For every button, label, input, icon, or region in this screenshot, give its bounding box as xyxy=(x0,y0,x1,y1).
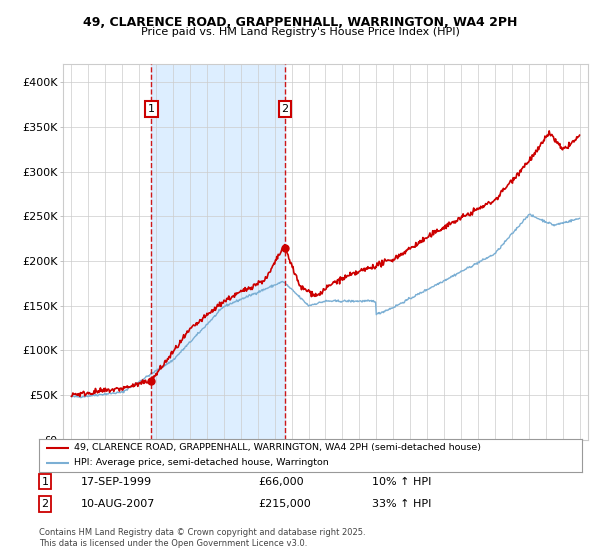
Text: 17-SEP-1999: 17-SEP-1999 xyxy=(81,477,152,487)
Text: 49, CLARENCE ROAD, GRAPPENHALL, WARRINGTON, WA4 2PH (semi-detached house): 49, CLARENCE ROAD, GRAPPENHALL, WARRINGT… xyxy=(74,444,481,452)
Bar xyxy=(151,64,285,440)
Text: 33% ↑ HPI: 33% ↑ HPI xyxy=(372,499,431,509)
Text: 1: 1 xyxy=(148,104,155,114)
Text: 1: 1 xyxy=(41,477,49,487)
Text: £215,000: £215,000 xyxy=(258,499,311,509)
Text: 10-AUG-2007: 10-AUG-2007 xyxy=(81,499,155,509)
Text: 49, CLARENCE ROAD, GRAPPENHALL, WARRINGTON, WA4 2PH: 49, CLARENCE ROAD, GRAPPENHALL, WARRINGT… xyxy=(83,16,517,29)
Text: £66,000: £66,000 xyxy=(258,477,304,487)
Text: 2: 2 xyxy=(281,104,289,114)
Text: 2: 2 xyxy=(41,499,49,509)
Text: 10% ↑ HPI: 10% ↑ HPI xyxy=(372,477,431,487)
Text: Contains HM Land Registry data © Crown copyright and database right 2025.
This d: Contains HM Land Registry data © Crown c… xyxy=(39,528,365,548)
Text: Price paid vs. HM Land Registry's House Price Index (HPI): Price paid vs. HM Land Registry's House … xyxy=(140,27,460,37)
Text: HPI: Average price, semi-detached house, Warrington: HPI: Average price, semi-detached house,… xyxy=(74,458,329,467)
